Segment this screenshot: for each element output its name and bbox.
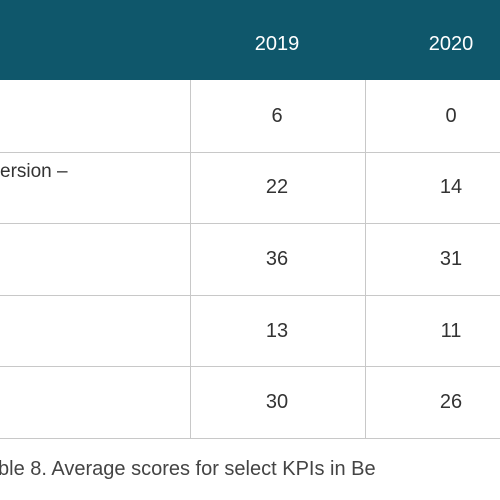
table-cell: 14 — [439, 176, 463, 199]
column-divider — [365, 80, 366, 438]
table-cell: 26 — [439, 391, 463, 414]
table-cell: 0 — [445, 104, 457, 127]
row-label: ersion – — [0, 160, 68, 182]
table-cell: 6 — [271, 104, 283, 127]
column-divider — [190, 80, 191, 438]
caption: ble 8. Average scores for select KPIs in… — [0, 458, 376, 480]
column-header: 2019 — [254, 33, 300, 55]
table-cell: 36 — [265, 248, 289, 270]
table-cell: 13 — [265, 319, 289, 342]
table-cell: 31 — [439, 248, 463, 270]
column-header: 2020 — [428, 33, 474, 55]
table-header — [0, 0, 500, 80]
row-divider — [0, 366, 500, 368]
table-cell: 11 — [440, 319, 462, 342]
row-divider — [0, 438, 500, 439]
row-divider — [0, 294, 500, 296]
table-cell: 22 — [265, 176, 289, 199]
row-divider — [0, 223, 500, 225]
table-cell: 30 — [265, 391, 289, 414]
row-divider — [0, 151, 500, 153]
